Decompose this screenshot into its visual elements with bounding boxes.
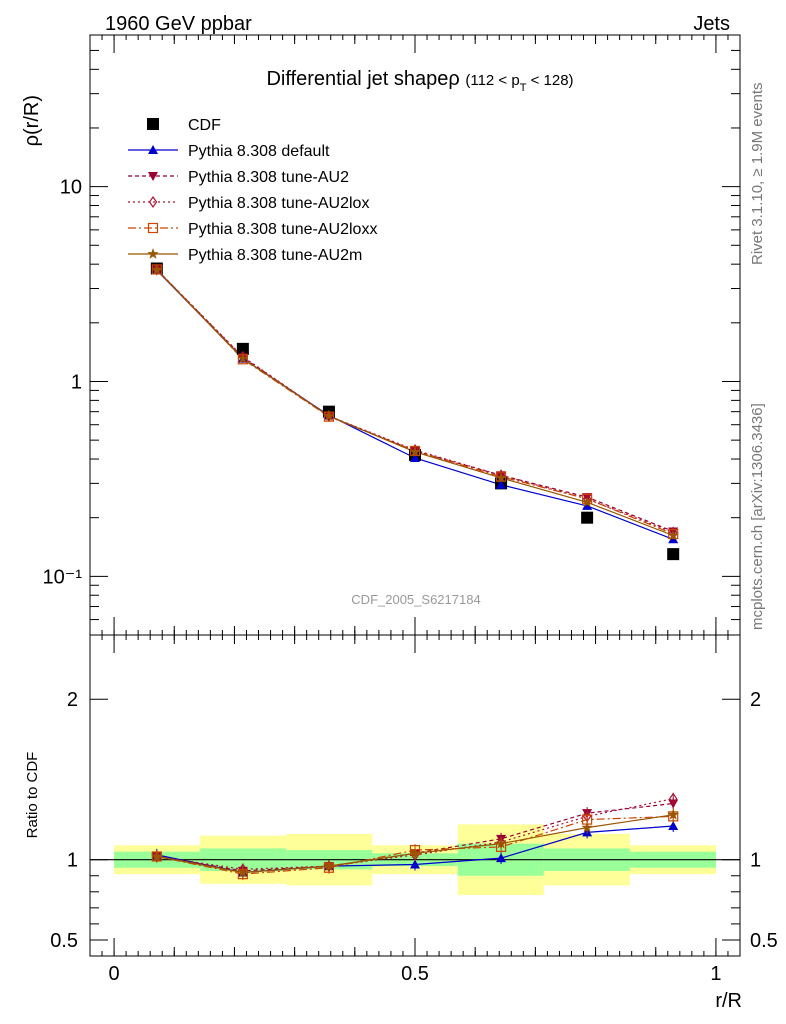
- legend-marker-au2loxx: [147, 222, 159, 234]
- point-cdf: [236, 342, 249, 355]
- ratio-y-label: Ratio to CDF: [24, 752, 41, 839]
- point-au2m: [409, 445, 421, 457]
- ratio-point-au2m: [667, 808, 679, 820]
- ratio-y-tick-label-right: 0.5: [750, 930, 778, 952]
- legend-label-au2lox: Pythia 8.308 tune-AU2lox: [188, 195, 369, 212]
- point-au2m: [151, 263, 163, 275]
- x-axis-label: r/R: [715, 990, 742, 1012]
- watermark: CDF_2005_S6217184: [351, 592, 480, 607]
- ratio-point-au2m: [495, 837, 507, 849]
- x-tick-label: 0: [109, 963, 120, 985]
- ratio-y-tick-label-right: 2: [750, 689, 761, 711]
- header-left: 1960 GeV ppbar: [105, 13, 252, 35]
- main-panel: 10⁻¹ 1 10 ρ(r/R) CDF_2005_S6217184 Differe…: [21, 34, 741, 636]
- ratio-y-tick-label-left: 0.5: [50, 930, 78, 952]
- ratio-point-au2lox: [668, 792, 678, 805]
- series-line-au2lox: [156, 269, 674, 533]
- point-cdf: [581, 511, 594, 524]
- legend-marker-au2m: [147, 248, 159, 259]
- plot-title: Differential jet shapeρ (112 < pT < 128): [266, 68, 573, 94]
- side-label-top: Rivet 3.1.10, ≥ 1.9M events: [749, 83, 766, 266]
- legend-marker-au2: [148, 172, 158, 181]
- y-tick-label: 10: [60, 177, 82, 199]
- x-tick-label: 0.5: [401, 963, 429, 985]
- legend-label-default: Pythia 8.308 default: [188, 143, 330, 160]
- point-au2m: [667, 529, 679, 541]
- title-sub-prefix: (112 < p: [465, 72, 519, 89]
- ratio-point-au2m: [237, 866, 249, 878]
- y-tick-label: 1: [71, 371, 82, 393]
- point-default: [496, 479, 507, 489]
- title-main: Differential jet shapeρ: [266, 68, 459, 90]
- point-au2m: [581, 496, 593, 508]
- ratio-point-au2m: [151, 850, 163, 862]
- legend-marker-au2lox: [148, 195, 158, 209]
- ratio-y-tick-label-right: 1: [750, 850, 761, 872]
- header-right: Jets: [693, 13, 730, 35]
- point-au2m: [495, 471, 507, 483]
- main-y-label: ρ(r/R): [21, 95, 43, 146]
- point-au2m: [323, 410, 335, 421]
- ratio-point-au2m: [581, 821, 593, 833]
- series-line-au2m: [156, 269, 674, 537]
- ratio-y-tick-label-left: 1: [67, 850, 78, 872]
- legend-marker-default: [148, 145, 158, 154]
- legend-marker-cdf: [147, 118, 159, 130]
- ratio-point-default: [668, 820, 679, 830]
- legend-label-au2m: Pythia 8.308 tune-AU2m: [188, 247, 362, 264]
- title-sub-index: T: [520, 82, 527, 94]
- ratio-panel: 0.5 0.5 1 1 2 2 0 0.5 1 Ratio to CDF r/R: [24, 634, 778, 1012]
- point-default: [410, 452, 420, 462]
- series-line-au2: [156, 269, 674, 532]
- title-sub-suffix: < 128): [526, 72, 573, 89]
- ratio-point-default: [410, 859, 420, 869]
- ratio-y-tick-label-left: 2: [67, 689, 78, 711]
- ratio-point-default: [496, 853, 507, 863]
- side-label-bottom: mcplots.cern.ch [arXiv:1306.3436]: [749, 403, 766, 630]
- x-tick-label: 1: [710, 963, 721, 985]
- series-line-au2loxx: [156, 268, 674, 535]
- legend-label-au2: Pythia 8.308 tune-AU2: [188, 169, 349, 186]
- ratio-point-au2m: [323, 860, 335, 871]
- point-default: [582, 500, 593, 510]
- y-tick-label: 10⁻¹: [43, 566, 83, 588]
- point-au2m: [237, 352, 249, 364]
- legend-label-cdf: CDF: [188, 117, 221, 134]
- ratio-point-au2m: [409, 847, 421, 859]
- point-cdf: [667, 548, 680, 561]
- legend: CDF Pythia 8.308 default Pythia 8.308 tune…: [128, 117, 377, 264]
- legend-label-au2loxx: Pythia 8.308 tune-AU2loxx: [188, 221, 377, 238]
- ratio-panel-frame: [89, 634, 741, 957]
- series-line-default: [156, 269, 674, 540]
